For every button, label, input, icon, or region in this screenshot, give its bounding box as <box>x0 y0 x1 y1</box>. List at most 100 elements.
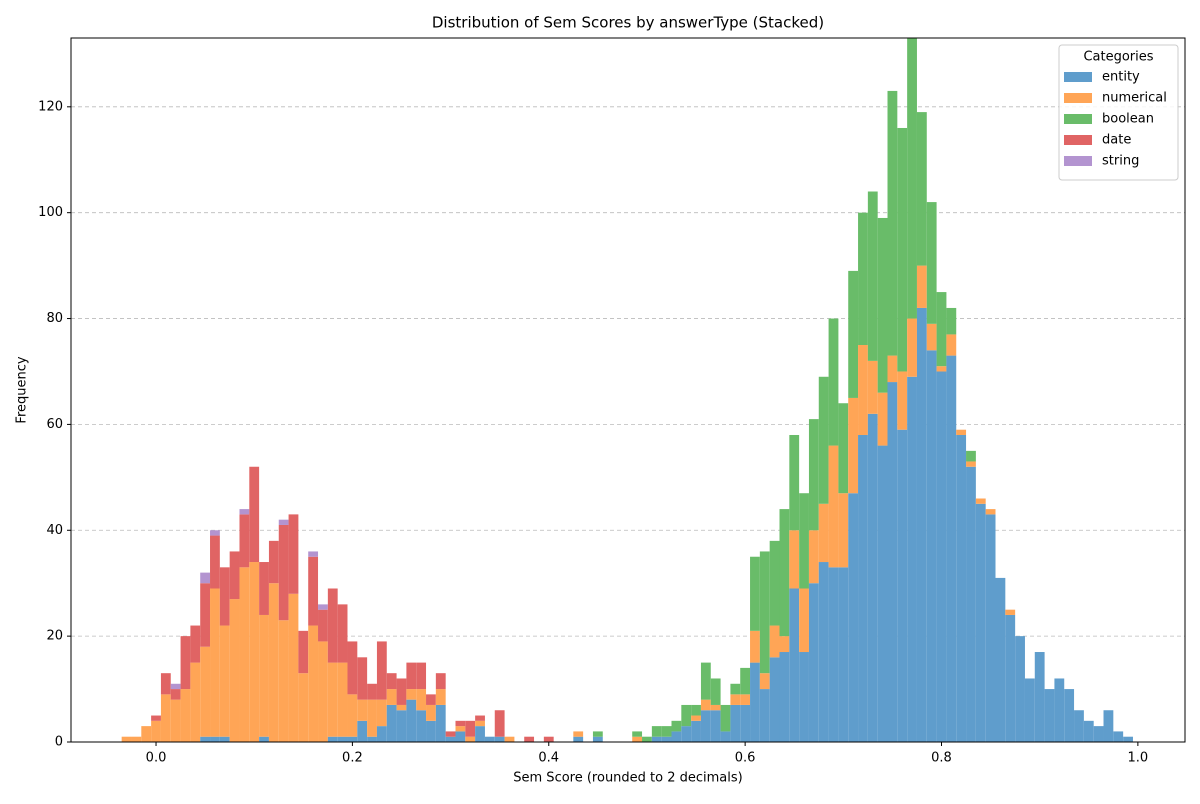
bar-segment <box>1005 609 1016 615</box>
bar-segment <box>750 630 760 663</box>
bar-segment <box>151 720 161 742</box>
bar-segment <box>956 429 967 435</box>
bar-segment <box>710 704 721 711</box>
bar-segment <box>691 704 701 716</box>
bar-segment <box>170 689 181 700</box>
bar-segment <box>769 540 780 626</box>
bar-segment <box>740 694 751 705</box>
bar-segment <box>966 461 976 467</box>
bar-segment <box>828 318 839 446</box>
bar-segment <box>465 736 476 742</box>
bar-segment <box>229 551 240 600</box>
bar-segment <box>946 334 957 356</box>
bar-segment <box>926 323 937 351</box>
bar-segment <box>268 540 279 584</box>
bar-segment <box>504 736 515 742</box>
bar-segment <box>828 445 839 568</box>
bar-segment <box>818 562 829 742</box>
bar-segment <box>494 736 505 742</box>
bar-segment <box>318 609 328 642</box>
bar-segment <box>484 736 495 742</box>
plot-frame <box>70 37 1186 743</box>
bar-segment <box>219 625 230 737</box>
bar-segment <box>936 366 947 372</box>
bar-segment <box>1123 736 1133 742</box>
bar-segment <box>367 699 377 737</box>
legend-label: numerical <box>1102 91 1167 106</box>
bar-segment <box>750 662 760 742</box>
bar-segment <box>160 673 171 695</box>
bar-segment <box>838 493 849 568</box>
bar-segment <box>308 556 319 626</box>
y-tick-label: 80 <box>46 311 63 326</box>
bar-segment <box>190 625 201 663</box>
bar-segment <box>946 307 957 335</box>
bar-segment <box>907 38 917 319</box>
bar-segment <box>426 720 436 742</box>
bar-segment <box>121 736 132 742</box>
bar-segment <box>278 620 289 742</box>
bar-segment <box>975 498 986 504</box>
bar-segment <box>789 588 800 742</box>
bar-segment <box>897 371 908 430</box>
bar-segment <box>838 403 849 494</box>
bar-segment <box>700 710 711 742</box>
bar-segment <box>180 636 191 690</box>
bar-segment <box>867 413 878 742</box>
bar-segment <box>151 715 161 721</box>
bar-segment <box>210 736 220 742</box>
bar-segment <box>818 376 829 504</box>
bar-segment <box>730 704 741 742</box>
bar-segment <box>799 652 809 742</box>
bar-segment <box>789 530 800 589</box>
bar-segment <box>298 630 309 674</box>
bar-segment <box>445 731 456 737</box>
bar-segment <box>632 731 643 737</box>
bar-segment <box>298 673 309 742</box>
bar-segment <box>170 699 181 742</box>
bar-segment <box>327 662 338 737</box>
bar-segment <box>308 625 319 742</box>
bar-segment <box>956 434 967 742</box>
bar-segment <box>180 689 191 742</box>
bar-segment <box>357 720 368 742</box>
bar-segment <box>318 604 328 610</box>
bar-segment <box>661 726 672 737</box>
legend-swatch <box>1064 72 1092 82</box>
x-axis-label: Sem Score (rounded to 2 decimals) <box>513 771 742 786</box>
bar-segment <box>1103 710 1114 742</box>
y-tick-label: 100 <box>38 205 63 220</box>
bar-segment <box>445 736 456 742</box>
bar-segment <box>249 466 260 563</box>
bar-segment <box>1083 720 1094 742</box>
bar-segment <box>524 736 535 742</box>
legend-swatch <box>1064 135 1092 145</box>
bar-segment <box>435 689 446 705</box>
bar-segment <box>759 689 770 742</box>
bar-segment <box>1024 678 1035 742</box>
bar-segment <box>897 429 908 742</box>
bar-segment <box>573 736 584 742</box>
bar-segment <box>926 350 937 742</box>
bar-segment <box>239 514 250 568</box>
bar-segment <box>416 662 427 690</box>
bar-segment <box>818 503 829 563</box>
legend-swatch <box>1064 114 1092 124</box>
bar-segment <box>720 731 731 742</box>
bar-segment <box>1054 678 1065 742</box>
bar-segment <box>700 662 711 700</box>
y-tick-label: 0 <box>55 735 63 750</box>
bar-segment <box>475 715 485 721</box>
y-tick-label: 40 <box>46 523 63 538</box>
x-tick-label: 0.0 <box>146 751 167 766</box>
bar-segment <box>730 694 741 705</box>
bar-segment <box>985 514 996 742</box>
bar-segment <box>858 434 868 742</box>
bar-segment <box>200 572 211 584</box>
bar-segment <box>435 704 446 742</box>
bar-segment <box>318 641 328 742</box>
bar-segment <box>681 726 692 742</box>
bar-segment <box>651 736 662 742</box>
legend-label: entity <box>1102 70 1140 85</box>
bar-segment <box>916 307 927 742</box>
